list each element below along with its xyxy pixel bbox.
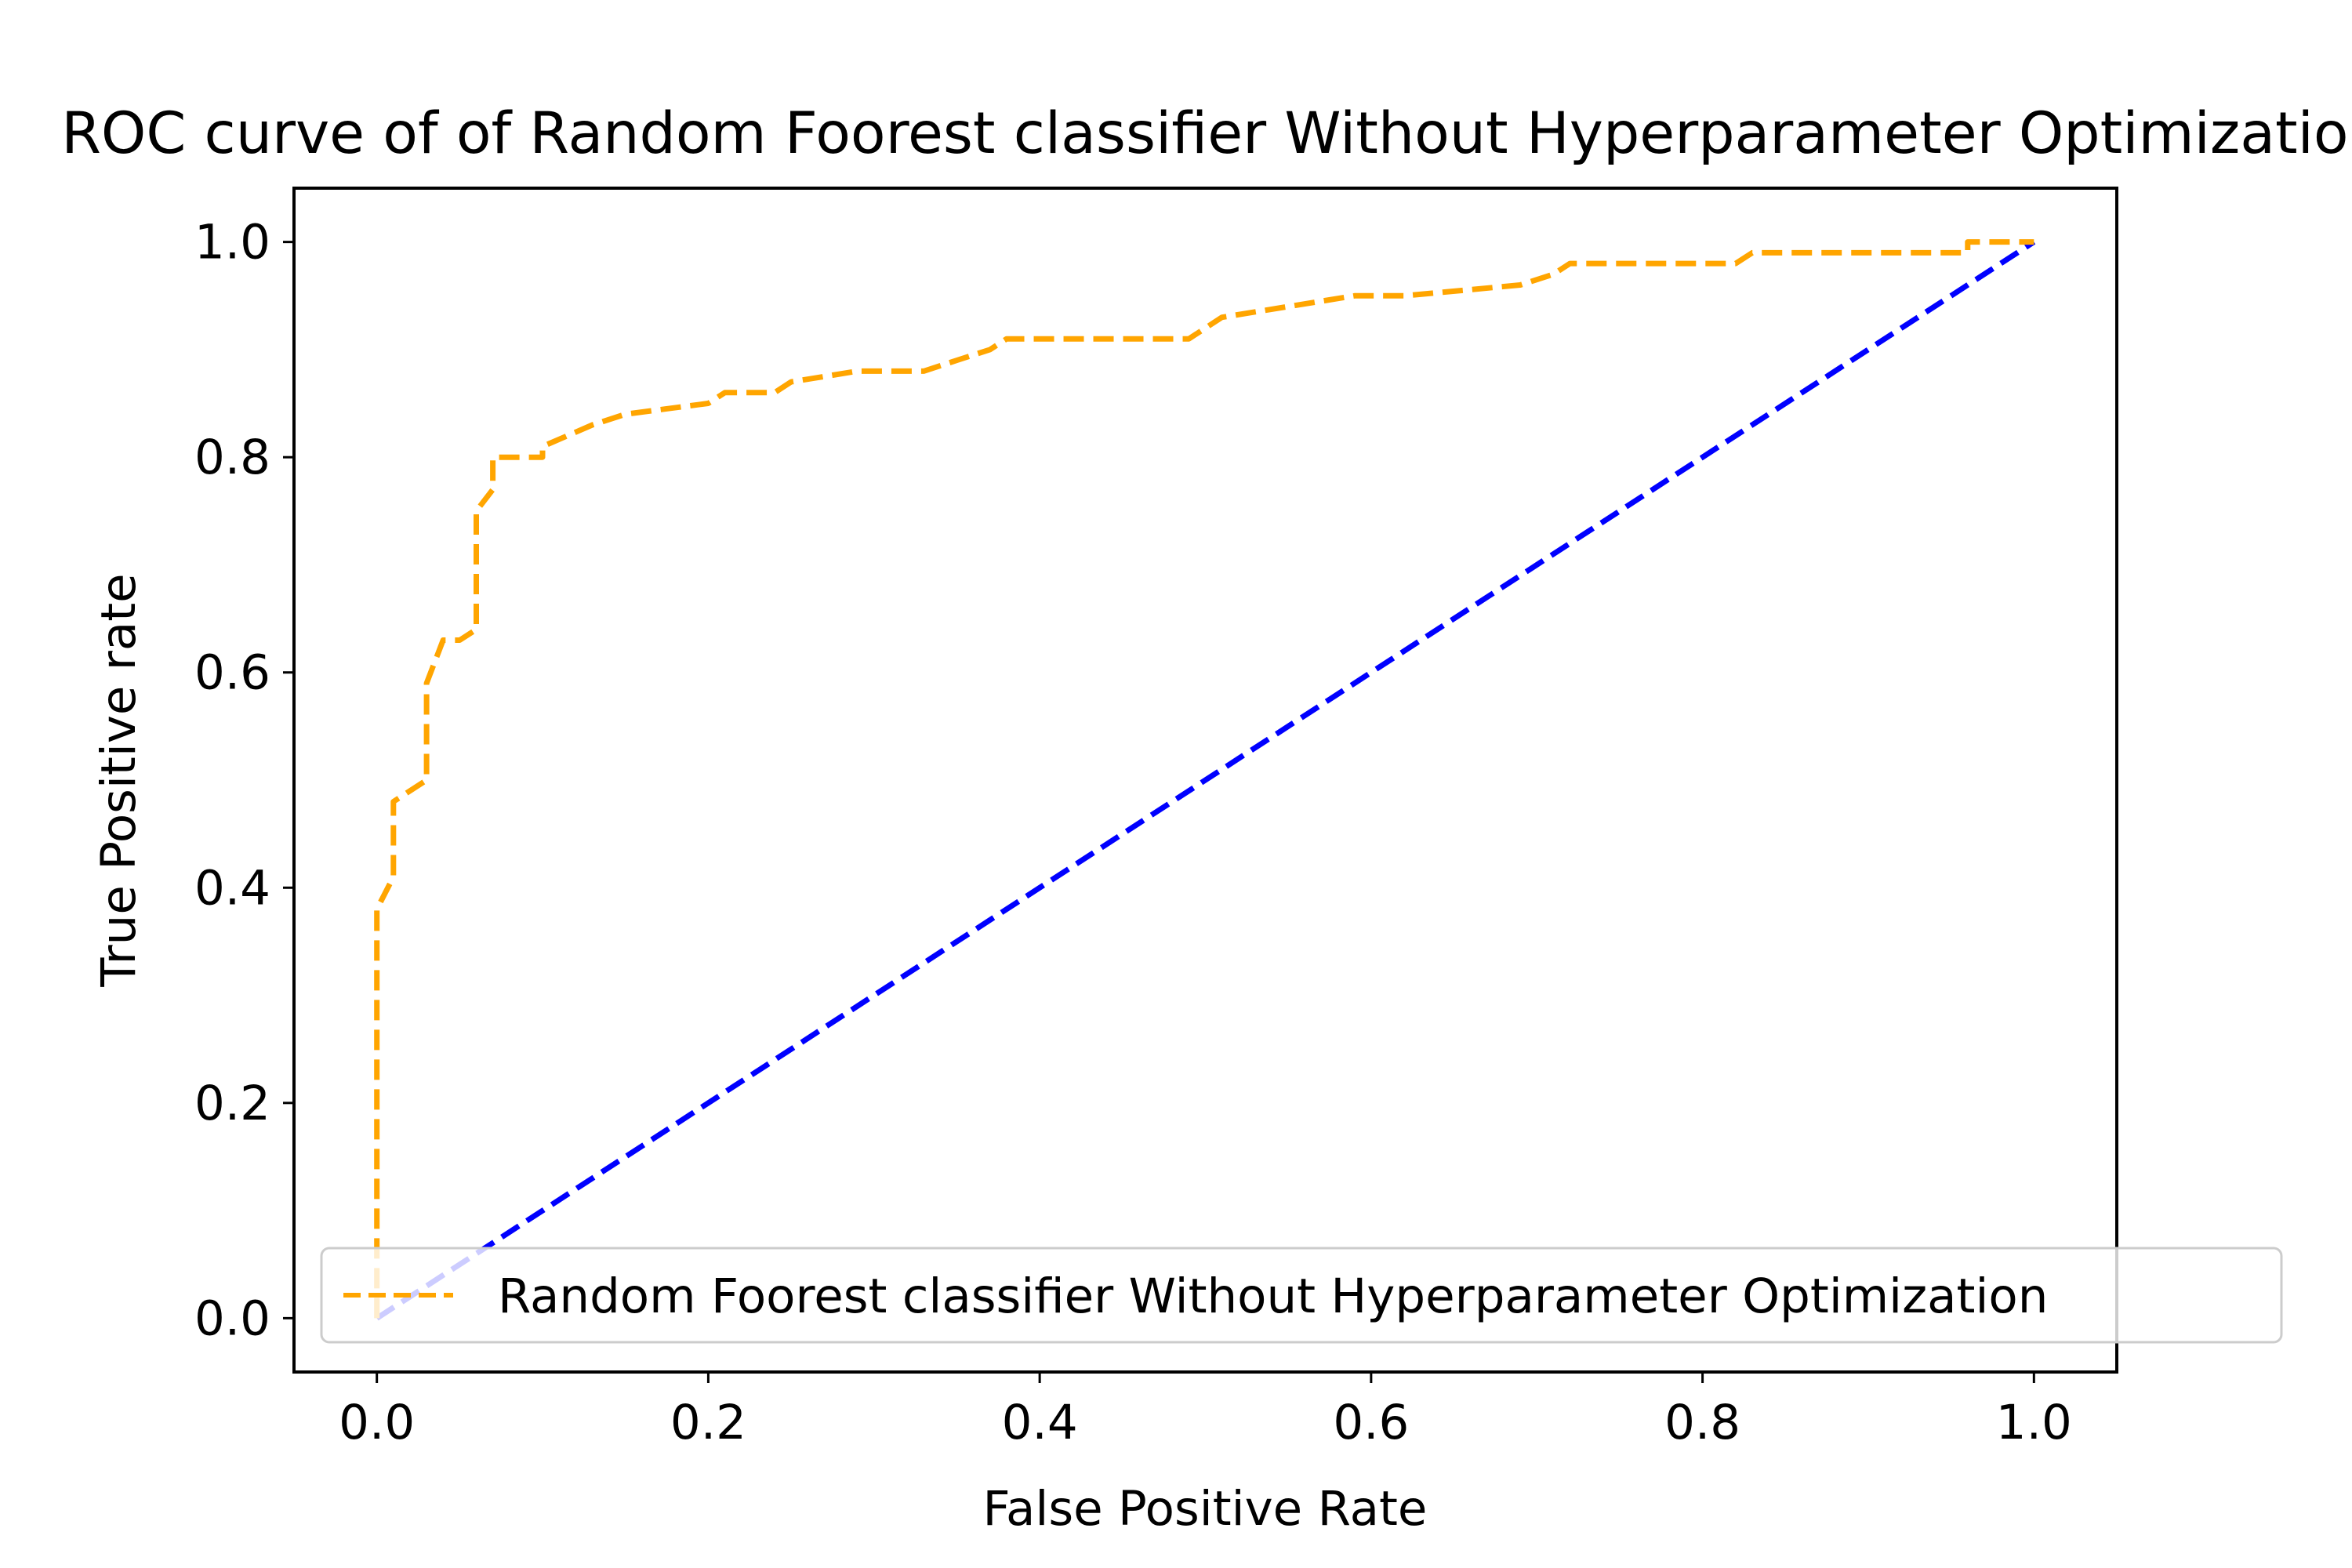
- x-tick-label: 0.2: [670, 1395, 746, 1450]
- y-tick-label: 0.2: [194, 1076, 270, 1131]
- plot-area: [292, 187, 2118, 1374]
- legend: Random Foorest classifier Without Hyperp…: [320, 1247, 2283, 1344]
- series-line-baseline: [375, 239, 2036, 1321]
- legend-box: [320, 1247, 2283, 1344]
- y-tick-label: 0.6: [194, 645, 270, 701]
- chart-title: ROC curve of of Random Foorest classifie…: [61, 100, 2352, 167]
- series-layer: [374, 239, 2036, 1321]
- y-tick-label: 0.8: [194, 430, 270, 485]
- x-tick-label: 0.6: [1333, 1395, 1409, 1450]
- x-axis-label: False Positive Rate: [983, 1481, 1428, 1537]
- y-tick-label: 0.0: [194, 1290, 270, 1346]
- x-tick-label: 0.4: [1002, 1395, 1078, 1450]
- x-axis: 0.0 0.2 0.4 0.6 0.8 1.0: [339, 1372, 2072, 1450]
- series-line-random-forest: [374, 239, 2034, 1319]
- x-tick-label: 1.0: [1996, 1395, 2072, 1450]
- y-axis-label: True Positive rate: [91, 573, 147, 987]
- axes-frame: [292, 187, 2118, 1374]
- x-tick-label: 0.8: [1664, 1395, 1740, 1450]
- x-tick-label: 0.0: [339, 1395, 415, 1450]
- y-tick-label: 1.0: [194, 215, 270, 270]
- y-axis: 0.0 0.2 0.4 0.6 0.8 1.0: [194, 215, 294, 1346]
- y-tick-label: 0.4: [194, 860, 270, 916]
- legend-entry-random-forest: Random Foorest classifier Without Hyperp…: [498, 1269, 2048, 1324]
